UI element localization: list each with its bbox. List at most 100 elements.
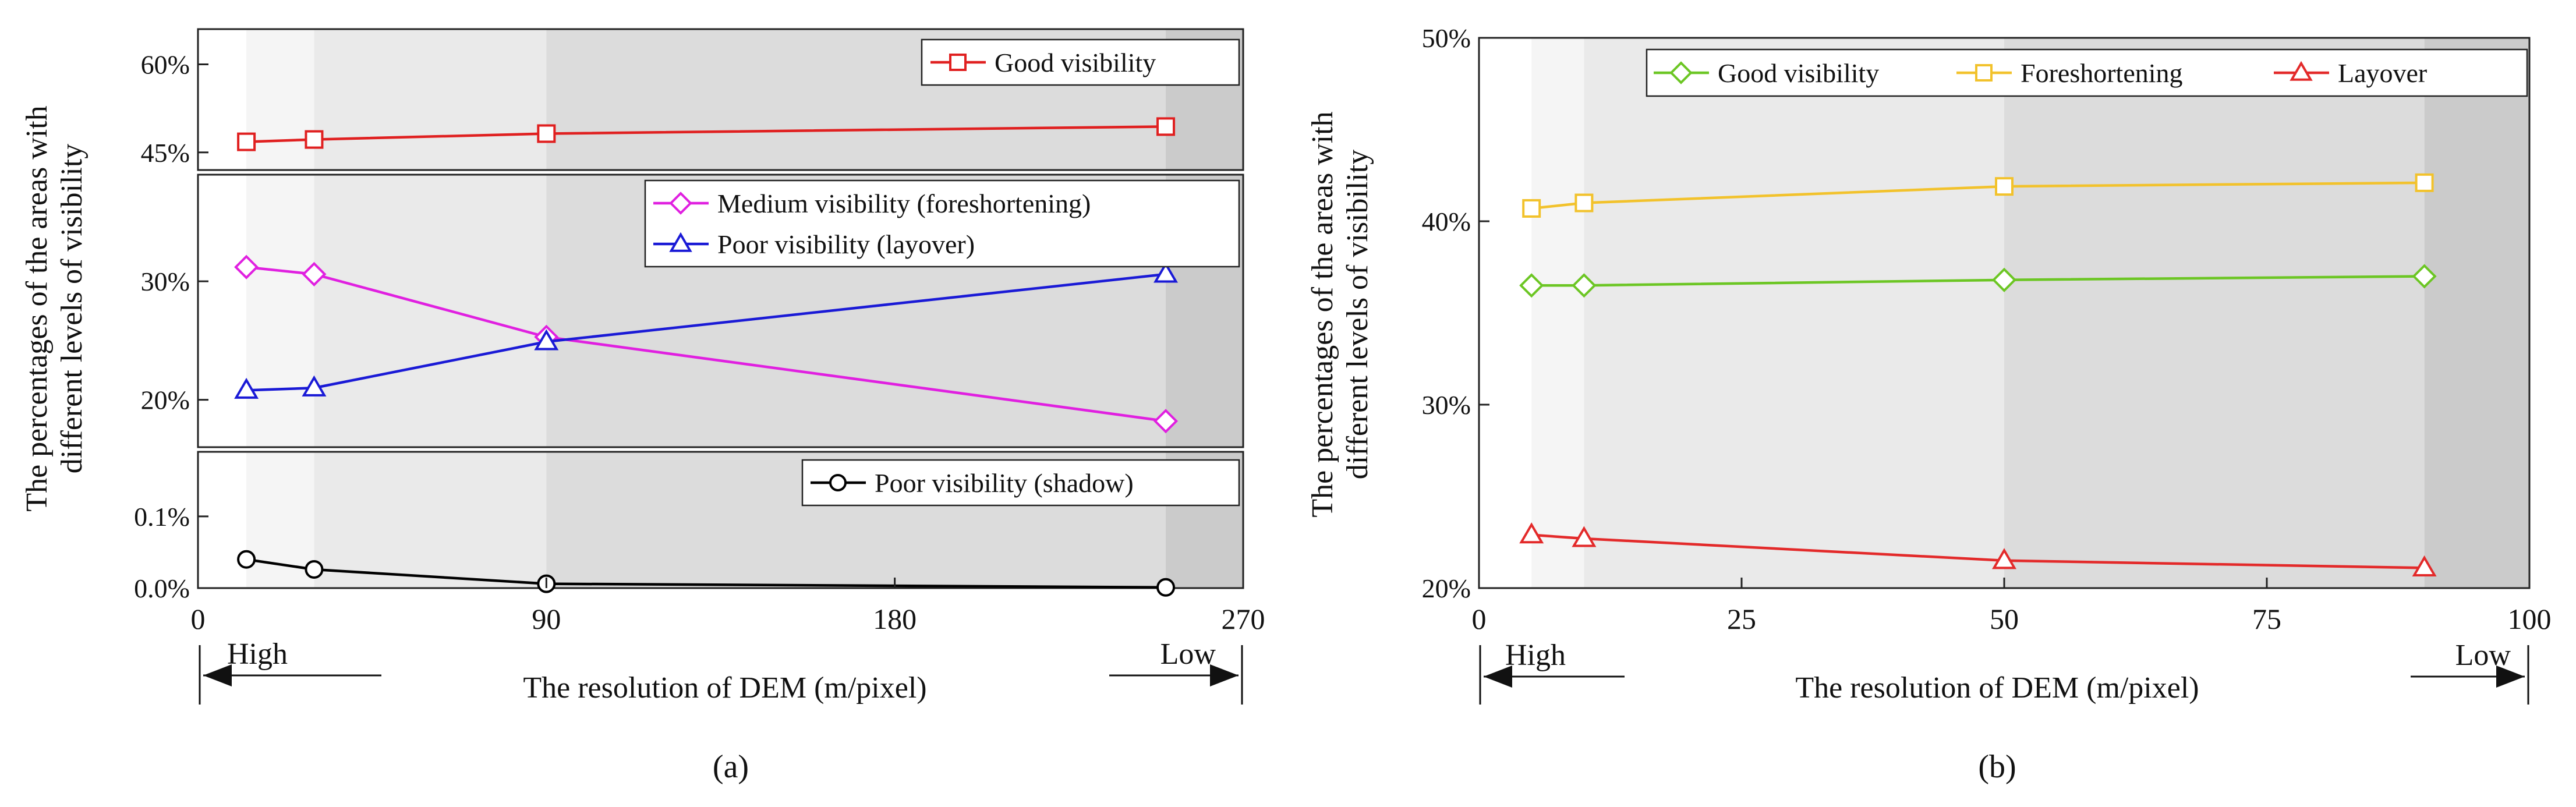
series-line-foreshortening: [1531, 181, 2425, 210]
legend-box: [1646, 48, 2528, 97]
data-point: [1153, 409, 1179, 434]
data-point: [1991, 267, 2017, 292]
caption-a: (a): [713, 749, 749, 785]
shade-band: [314, 29, 547, 170]
data-point: [1574, 193, 1594, 213]
legend-label: Good visibility: [1718, 58, 1879, 88]
y-axis-title: The percentages of the areas withdiffere…: [1306, 111, 1374, 517]
data-point: [305, 130, 324, 149]
caption-b: (b): [1978, 749, 2016, 785]
legend-marker: [1975, 64, 1993, 82]
legend-label: Foreshortening: [2021, 58, 2183, 88]
shade-band: [2004, 38, 2425, 588]
y-tick-label: 30%: [1422, 390, 1471, 420]
arrow-right-head: [2496, 666, 2525, 688]
plot-frame: [197, 451, 1244, 589]
data-point: [305, 560, 324, 579]
arrow-left-head: [1484, 666, 1512, 688]
y-tick-label: 0.1%: [134, 502, 190, 532]
data-point: [237, 550, 256, 569]
legend-label: Poor visibility (shadow): [875, 468, 1134, 498]
data-point: [234, 254, 259, 279]
shade-band: [1584, 38, 2004, 588]
x-axis-title: The resolution of DEM (m/pixel): [523, 671, 926, 705]
legend-label: Medium visibility (foreshortening): [717, 189, 1091, 218]
y-axis-title-line: The percentages of the areas with: [1306, 111, 1339, 517]
y-tick-label: 40%: [1422, 207, 1471, 236]
y-tick-label: 50%: [1422, 23, 1471, 53]
x-tick-label: 90: [532, 603, 561, 635]
subplot-a-3: 0.0% 0.1% Poor visibility (shadow): [134, 451, 1244, 603]
data-point: [2412, 264, 2437, 289]
y-tick-label: 20%: [1422, 574, 1471, 603]
legend-marker: [669, 232, 692, 252]
data-point: [2412, 555, 2437, 576]
panel-b: 20% 30% 40% 50% 0 25 50 75 100 Good visibility For…: [1306, 23, 2552, 785]
series-line-layover: [1531, 533, 2425, 569]
y-axis-title: The percentages of the areas withdiffere…: [20, 105, 89, 511]
data-point: [1572, 526, 1597, 547]
series-line-good-visibility: [1531, 275, 2425, 287]
series-line-poor-visibility-layover-: [246, 272, 1166, 392]
legend-label: Layover: [2338, 58, 2427, 88]
arrow-left-label: High: [1505, 639, 1566, 672]
shade-band: [314, 452, 547, 588]
data-point: [537, 124, 556, 143]
shade-band: [246, 175, 314, 447]
legend-label: Poor visibility (layover): [717, 229, 975, 259]
y-tick-label: 60%: [141, 50, 190, 80]
shade-band: [314, 175, 547, 447]
x-tick-label: 0: [191, 603, 206, 635]
x-tick-label: 25: [1727, 603, 1756, 635]
shade-band: [198, 175, 247, 447]
y-axis-title-line: different levels of visibility: [55, 144, 89, 474]
subplot-a-1: 45% 60% Good visibility: [141, 28, 1244, 171]
y-tick-label: 0.0%: [134, 574, 190, 603]
data-point: [1156, 578, 1176, 597]
arrow-right-label: Low: [1160, 638, 1216, 671]
x-tick-label: 50: [1990, 603, 2019, 635]
arrow-right-label: Low: [2455, 639, 2511, 672]
data-point: [1519, 522, 1544, 544]
x-tick-label: 0: [1472, 603, 1487, 635]
shade-band: [198, 452, 247, 588]
arrow-right-head: [1210, 664, 1239, 686]
data-point: [1572, 273, 1597, 298]
x-tick-label: 180: [873, 603, 917, 635]
arrow-left-head: [203, 664, 232, 686]
series-line-medium-visibility-foreshortening-: [246, 266, 1166, 423]
legend: Poor visibility (shadow): [801, 459, 1240, 507]
legend: Good visibility: [921, 38, 1240, 86]
data-point: [234, 377, 259, 399]
x-axis-title: The resolution of DEM (m/pixel): [1795, 671, 2199, 705]
data-point: [237, 132, 256, 151]
shade-band: [2424, 38, 2529, 588]
data-point: [1992, 548, 2016, 569]
data-point: [1153, 261, 1179, 283]
legend-marker: [829, 474, 847, 491]
x-tick-label: 100: [2508, 603, 2552, 635]
data-point: [1156, 117, 1176, 136]
legend-label: Good visibility: [995, 48, 1156, 77]
series-line-good-visibility: [246, 125, 1166, 143]
legend: Good visibility Foreshortening Layover: [1646, 48, 2528, 97]
shade-band: [1531, 38, 1584, 588]
shade-band: [1479, 38, 1532, 588]
data-point: [1519, 273, 1544, 298]
legend: Medium visibility (foreshortening) Poor v…: [644, 179, 1240, 268]
arrow-left-label: High: [227, 638, 288, 671]
series-line-poor-visibility-shadow-: [246, 558, 1166, 589]
data-point: [1995, 177, 2014, 196]
data-point: [1522, 199, 1541, 218]
legend-marker: [669, 192, 692, 215]
legend-marker: [1669, 61, 1693, 84]
y-axis-title-line: different levels of visibility: [1341, 150, 1374, 480]
legend-box: [801, 459, 1240, 507]
subplot-a-2: 20% 30% Medium visibility (foreshortening)…: [141, 174, 1244, 448]
plot-frame: [197, 28, 1244, 171]
legend-marker: [949, 54, 967, 71]
data-point: [302, 375, 327, 397]
legend-box: [644, 179, 1240, 268]
y-tick-label: 45%: [141, 138, 190, 168]
